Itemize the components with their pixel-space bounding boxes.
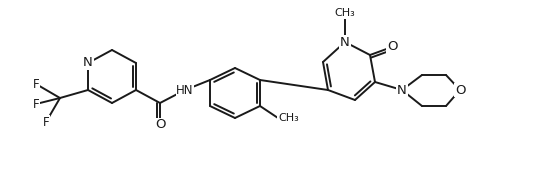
Text: N: N: [397, 83, 407, 96]
Text: CH₃: CH₃: [278, 113, 299, 123]
Text: HN: HN: [176, 83, 193, 96]
Text: F: F: [33, 77, 39, 90]
Text: O: O: [387, 40, 397, 54]
Text: N: N: [83, 57, 93, 70]
Text: O: O: [455, 83, 465, 96]
Text: O: O: [155, 118, 165, 131]
Text: F: F: [33, 98, 39, 111]
Text: N: N: [340, 36, 350, 49]
Text: CH₃: CH₃: [334, 8, 355, 18]
Text: F: F: [43, 115, 49, 129]
